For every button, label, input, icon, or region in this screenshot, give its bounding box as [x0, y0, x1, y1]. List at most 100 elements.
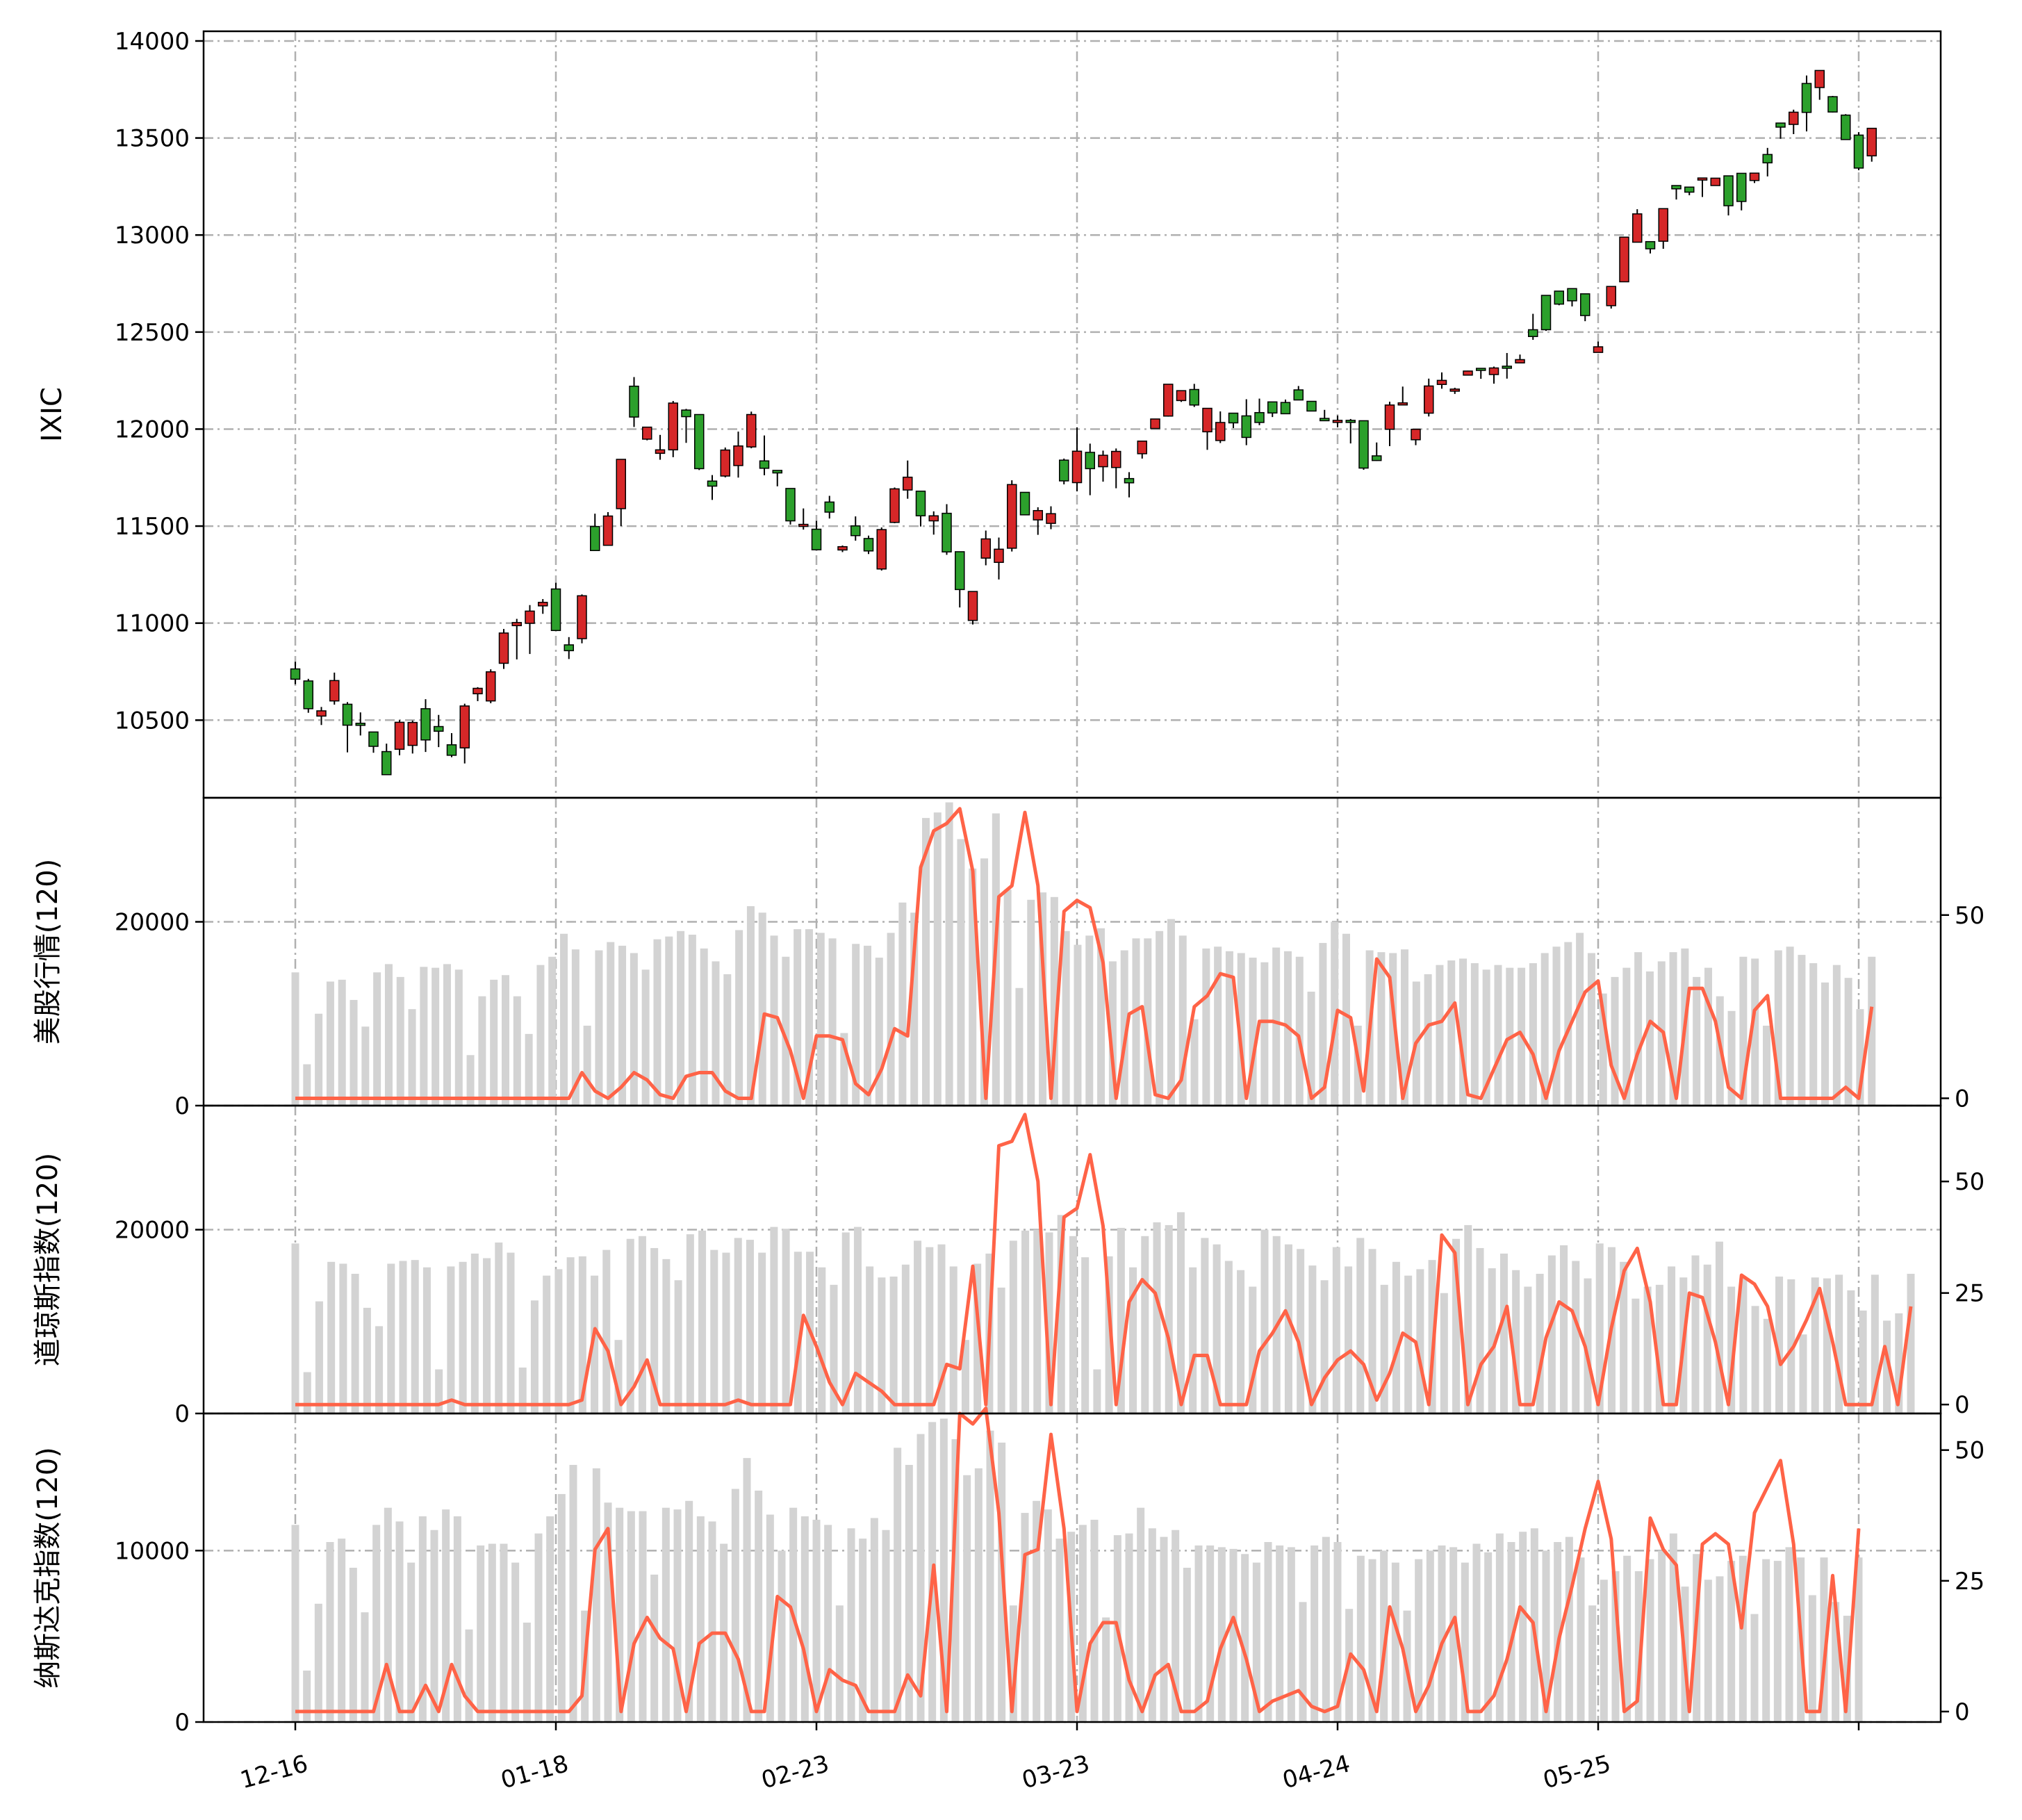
volume-bar	[1774, 950, 1782, 1106]
volume-bar	[1588, 1605, 1597, 1722]
volume-bar	[1217, 1547, 1226, 1722]
volume-bar	[905, 1465, 913, 1722]
volume-bar	[1392, 1261, 1400, 1413]
volume-bar	[1108, 961, 1117, 1106]
x-tick-label: 04-24	[1280, 1750, 1354, 1794]
volume-bar	[1554, 1542, 1562, 1722]
volume-bar	[805, 929, 813, 1106]
candle-body	[903, 476, 913, 491]
volume-bar	[349, 1568, 357, 1722]
volume-bar	[1907, 1273, 1915, 1413]
volume-bar	[1657, 961, 1666, 1106]
volume-bar	[361, 1026, 370, 1106]
candle-body	[1397, 402, 1408, 406]
candle-body	[980, 538, 991, 559]
volume-bar	[443, 964, 451, 1106]
volume-bar	[980, 858, 989, 1106]
y2-tick-label: 0	[1955, 1698, 1970, 1726]
y-axis-title: IXIC	[36, 387, 68, 442]
volume-bar	[1045, 1232, 1053, 1413]
volume-bar	[641, 969, 650, 1106]
volume-bar	[1356, 1238, 1365, 1413]
volume-bar	[735, 930, 743, 1106]
volume-bar	[465, 1629, 473, 1722]
volume-bar	[1249, 1286, 1257, 1413]
y-tick-label: 10500	[115, 707, 190, 735]
volume-bar	[951, 1439, 960, 1722]
volume-bar	[1727, 1286, 1736, 1413]
volume-bar	[650, 1574, 659, 1722]
volume-bar	[1436, 965, 1444, 1106]
volume-bar	[326, 981, 334, 1106]
x-tick-label: 03-23	[1019, 1750, 1093, 1794]
volume-bar	[1587, 953, 1595, 1106]
volume-bar	[1189, 1267, 1197, 1413]
volume-bar	[1739, 1555, 1747, 1722]
volume-bar	[894, 1448, 902, 1722]
candle-body	[355, 723, 365, 726]
candle-body	[329, 680, 340, 702]
candle-body	[1684, 186, 1695, 193]
volume-bar	[794, 929, 802, 1106]
volume-bar	[530, 1300, 539, 1413]
volume-bar	[303, 1064, 311, 1106]
volume-bar	[712, 961, 720, 1106]
volume-bar	[782, 956, 790, 1106]
volume-bar	[800, 1516, 809, 1722]
candle-body	[1801, 83, 1812, 113]
volume-bar	[1252, 1562, 1260, 1722]
volume-bar	[1224, 1261, 1233, 1413]
y2-tick-label: 50	[1955, 1437, 1984, 1465]
volume-bar	[1320, 1280, 1329, 1413]
candle-body	[1424, 385, 1434, 414]
volume-bar	[1832, 1602, 1840, 1722]
volume-bar	[889, 1276, 898, 1413]
candle-body	[1671, 185, 1682, 190]
volume-bar	[638, 1236, 646, 1413]
candle-body	[1593, 346, 1604, 353]
candle-body	[1163, 384, 1174, 417]
candle-body	[1606, 286, 1616, 306]
y-tick-label: 11500	[115, 513, 190, 541]
volume-bar	[1297, 1249, 1305, 1413]
candle-body	[368, 731, 379, 747]
volume-bar	[1488, 1268, 1496, 1413]
volume-bar	[604, 1502, 612, 1722]
volume-bar	[1799, 1334, 1807, 1413]
volume-bar	[384, 1507, 392, 1722]
volume-bar	[1856, 1009, 1864, 1106]
volume-bar	[1547, 1255, 1556, 1413]
candle-body	[915, 491, 926, 517]
volume-bar	[841, 1232, 850, 1413]
volume-bar	[937, 1244, 946, 1413]
y-tick-label: 20000	[115, 909, 190, 937]
volume-bar	[431, 967, 440, 1106]
candle-body	[1775, 122, 1786, 128]
volume-bar	[1564, 942, 1572, 1106]
volume-bar	[384, 964, 393, 1106]
candle-body	[303, 680, 313, 710]
volume-bar	[1237, 1270, 1245, 1413]
volume-bar	[536, 965, 545, 1106]
volume-bar	[1194, 1545, 1203, 1722]
volume-bar	[500, 1543, 508, 1722]
volume-bar	[1716, 1576, 1724, 1722]
volume-bar	[627, 1511, 635, 1722]
volume-bar	[1763, 1318, 1771, 1413]
candle-body	[525, 610, 535, 624]
y2-tick-label: 25	[1955, 1280, 1984, 1308]
volume-bar	[816, 933, 825, 1106]
volume-bar	[1693, 976, 1701, 1106]
volume-bar	[1055, 1539, 1064, 1722]
volume-bar	[454, 969, 463, 1106]
volume-bar	[1044, 1509, 1052, 1722]
volume-bar	[1404, 1275, 1413, 1413]
volume-bar	[1763, 1025, 1770, 1106]
volume-bar	[1132, 938, 1140, 1106]
candle-body	[994, 548, 1004, 564]
volume-bar	[1835, 1274, 1843, 1413]
volume-bar	[1401, 949, 1409, 1106]
volume-bar	[1775, 1276, 1784, 1413]
volume-bar	[442, 1509, 450, 1722]
volume-bar	[513, 996, 521, 1106]
